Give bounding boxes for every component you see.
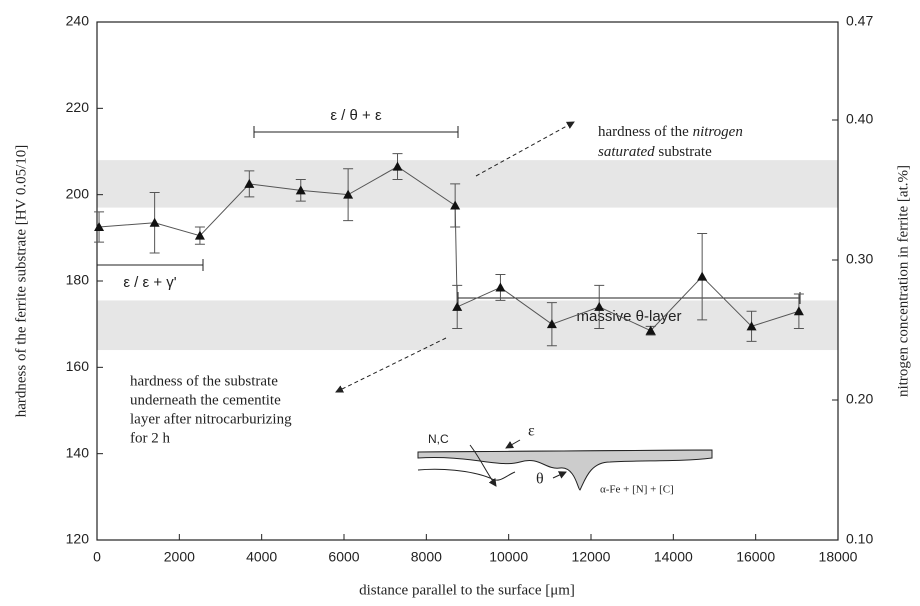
annotation-arrow	[475, 121, 575, 177]
inset-label: ε	[528, 423, 535, 440]
y-tick-label: 180	[66, 272, 90, 288]
bracket	[96, 259, 204, 271]
y2-tick-label: 0.47	[846, 13, 873, 29]
inset: N,C ε θ α-Fe + [N] + [C]	[417, 423, 713, 496]
x-tick-label: 12000	[572, 549, 611, 565]
x-tick-label: 4000	[246, 549, 277, 565]
x-tick-label: 14000	[654, 549, 693, 565]
y2-axis-label: nitrogen concentration in ferrite [at.%]	[895, 165, 911, 397]
marker	[495, 282, 506, 292]
y-axis-label: hardness of the ferrite substrate [HV 0.…	[13, 145, 29, 418]
marker	[697, 271, 708, 281]
x-axis-label: distance parallel to the surface [μm]	[359, 582, 575, 598]
band	[97, 160, 838, 208]
bands	[97, 160, 838, 351]
marker	[149, 217, 160, 227]
y-tick-label: 140	[66, 444, 90, 460]
annotation-text: hardness of the substrate	[130, 373, 278, 389]
bracket-label: ε / θ + ε	[330, 107, 382, 124]
inset-label: α-Fe + [N] + [C]	[600, 484, 674, 496]
x-tick-label: 16000	[736, 549, 775, 565]
annotation-text: saturated	[598, 144, 655, 160]
marker	[343, 189, 354, 199]
inset-label: θ	[536, 471, 544, 488]
marker	[244, 178, 255, 188]
bracket-label: ε / ε + γ'	[123, 274, 176, 291]
marker	[546, 319, 557, 329]
x-tick-label: 2000	[164, 549, 195, 565]
marker	[295, 185, 306, 195]
y2-tick-label: 0.10	[846, 531, 873, 547]
series-line	[99, 166, 800, 332]
y2-tick-label: 0.30	[846, 251, 873, 267]
marker	[452, 301, 463, 311]
marker	[450, 200, 461, 210]
annotation: hardness of the nitrogen	[598, 124, 743, 140]
plot-frame	[96, 21, 839, 541]
annotation-text: underneath the cementite	[130, 392, 281, 408]
marker	[793, 306, 804, 316]
annotation-text: hardness of the	[598, 124, 693, 140]
x-tick-label: 6000	[328, 549, 359, 565]
x-tick-label: 8000	[411, 549, 442, 565]
marker	[94, 222, 105, 232]
marker	[594, 301, 605, 311]
y-tick-label: 120	[66, 531, 90, 547]
y-tick-label: 220	[66, 99, 90, 115]
x-tick-label: 10000	[489, 549, 528, 565]
band	[97, 300, 838, 351]
annotation-text: substrate	[655, 144, 712, 160]
y-tick-label: 200	[66, 185, 90, 201]
y2-tick-label: 0.20	[846, 391, 873, 407]
y2-tick-label: 0.40	[846, 111, 873, 127]
bracket-label: massive θ-layer	[576, 308, 681, 325]
marker	[392, 161, 403, 171]
inset-label: N,C	[428, 432, 449, 446]
y-tick-label: 240	[66, 13, 90, 29]
bracket	[253, 126, 459, 138]
annotation-text: nitrogen	[693, 124, 743, 140]
marker	[746, 321, 757, 331]
y-tick-label: 160	[66, 358, 90, 374]
annotation: saturated substrate	[598, 144, 712, 160]
marker	[645, 325, 656, 335]
marker	[194, 230, 205, 240]
annotation-text: layer after nitrocarburizing	[130, 411, 292, 427]
annotation-text: for 2 h	[130, 430, 170, 446]
x-tick-label: 18000	[819, 549, 858, 565]
x-tick-label: 0	[93, 549, 101, 565]
